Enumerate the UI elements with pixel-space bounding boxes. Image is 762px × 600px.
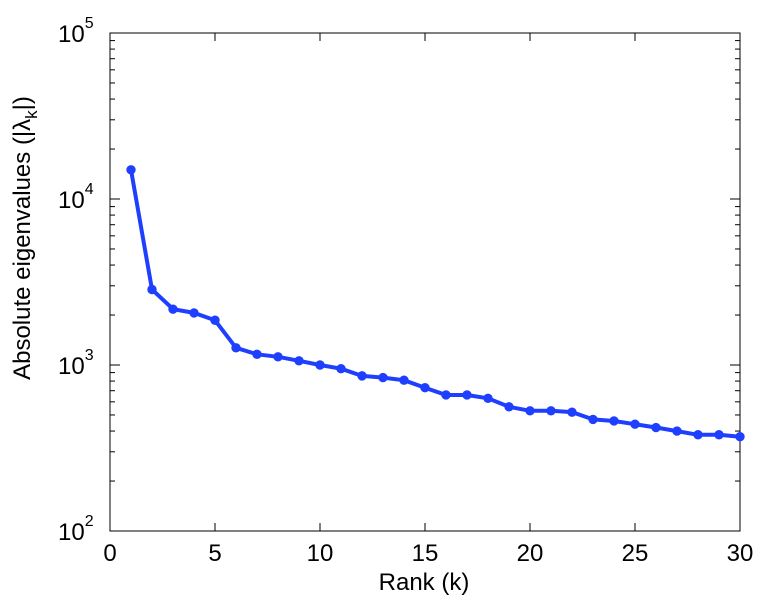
y-tick-label-base: 10 (58, 353, 85, 380)
y-axis-title-prefix: Absolute eigenvalues (|λ (9, 119, 36, 380)
data-point (630, 419, 640, 429)
data-point (252, 349, 262, 359)
data-point (525, 406, 535, 416)
y-axis-title-subscript: k (22, 110, 41, 119)
y-tick-label: 105 (58, 15, 94, 48)
y-axis-title-suffix: |) (9, 96, 36, 110)
y-tick-label-exponent: 4 (85, 181, 94, 198)
data-point (336, 363, 346, 374)
x-axis-title: Rank (k) (379, 569, 470, 596)
y-tick-label-base: 10 (58, 187, 85, 214)
y-tick-label-base: 10 (58, 519, 85, 546)
data-point (294, 356, 304, 366)
data-point (546, 406, 556, 416)
data-point (651, 422, 661, 433)
data-point (693, 430, 703, 440)
y-tick-label-exponent: 2 (85, 513, 94, 530)
x-tick-label: 15 (412, 540, 439, 567)
plot-frame (109, 32, 741, 532)
series-line (129, 169, 741, 439)
data-point (672, 426, 682, 436)
data-point (441, 390, 451, 400)
y-tick-label-base: 10 (58, 21, 85, 48)
y-tick-label-exponent: 3 (85, 347, 94, 364)
data-point (504, 402, 514, 412)
data-point (168, 304, 178, 314)
data-point (609, 416, 619, 426)
data-point (462, 390, 472, 400)
y-tick-label: 102 (58, 513, 94, 546)
data-point (315, 360, 325, 370)
data-point (588, 414, 598, 425)
data-point (357, 371, 367, 381)
data-point (714, 430, 724, 440)
x-tick-label: 0 (103, 540, 116, 567)
y-tick-label: 103 (58, 347, 94, 380)
x-tick-label: 5 (208, 540, 221, 567)
y-tick-label-exponent: 5 (85, 15, 94, 32)
x-tick-label: 25 (622, 540, 649, 567)
y-axis-title: Absolute eigenvalues (|λk|) (9, 96, 41, 380)
x-tick-label: 20 (517, 540, 544, 567)
data-point (399, 375, 409, 385)
data-point (735, 431, 745, 442)
x-tick-labels: 0 5 10 15 20 25 30 (103, 540, 753, 567)
y-tick-label: 104 (58, 181, 94, 214)
data-point (483, 393, 493, 404)
data-point (420, 382, 430, 393)
data-point (147, 284, 157, 295)
x-tick-label: 30 (727, 540, 754, 567)
x-tick-label: 10 (307, 540, 334, 567)
data-point (273, 352, 283, 362)
data-point (378, 372, 388, 383)
data-point (210, 315, 220, 325)
data-point (126, 165, 136, 175)
data-point (231, 343, 241, 353)
plot-area (109, 32, 745, 532)
data-point (567, 407, 577, 417)
data-point (189, 308, 199, 318)
